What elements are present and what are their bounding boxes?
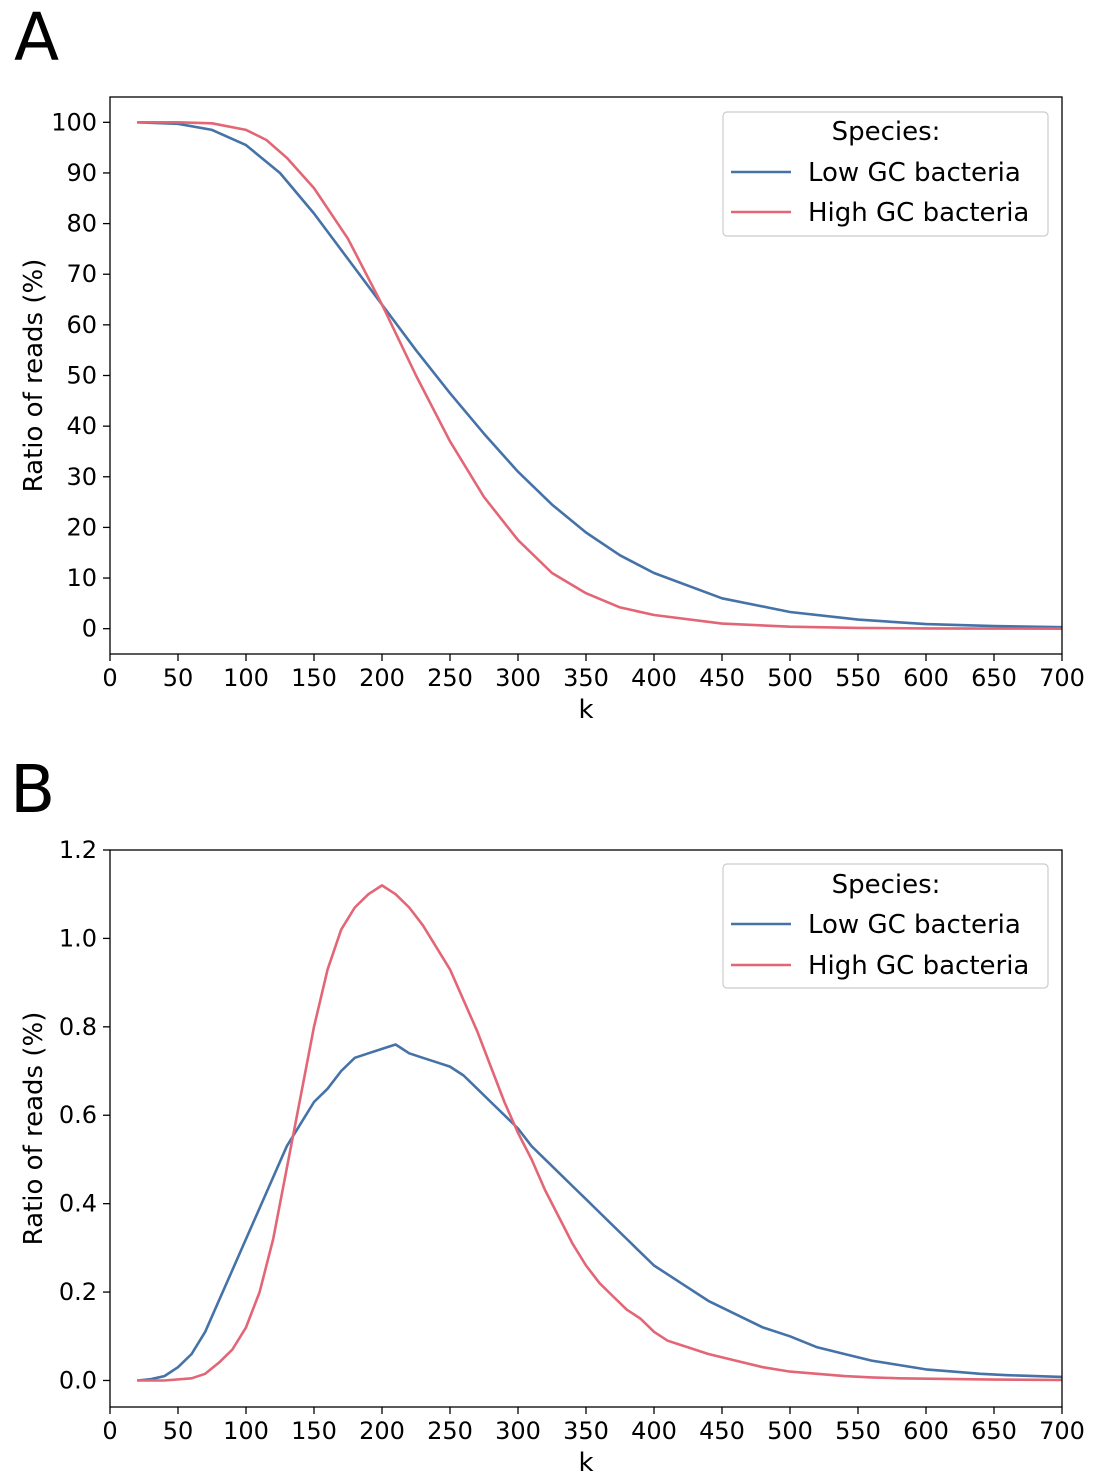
x-tick-label-a: 100 (223, 664, 269, 692)
x-tick-label-b: 50 (163, 1417, 194, 1445)
panel-b: B 0 50 100 150 200 250 300 350 400 450 500 550 600 65… (10, 751, 1085, 1477)
legend-label-low-gc-a: Low GC bacteria (808, 158, 1021, 188)
x-tick-label-b: 450 (699, 1417, 745, 1445)
y-tick-label-a: 50 (66, 362, 97, 390)
panel-a: A 0 50 100 150 200 250 300 350 400 450 500 550 600 65… (14, 0, 1085, 725)
y-tick-label-a: 80 (66, 210, 97, 238)
x-tick-label-a: 550 (835, 664, 881, 692)
x-tick-label-b: 700 (1039, 1417, 1085, 1445)
x-axis-label-b: k (578, 1448, 593, 1477)
x-tick-label-b: 350 (563, 1417, 609, 1445)
legend-label-high-gc-a: High GC bacteria (808, 198, 1029, 228)
y-tick-label-a: 40 (66, 412, 97, 440)
y-tick-label-a: 20 (66, 513, 97, 541)
y-tick-label-b: 0.2 (59, 1278, 97, 1306)
x-tick-label-b: 200 (359, 1417, 405, 1445)
y-tick-label-b: 0.6 (59, 1101, 97, 1129)
x-tick-label-a: 200 (359, 664, 405, 692)
y-tick-label-b: 0.0 (59, 1366, 97, 1394)
x-tick-label-b: 100 (223, 1417, 269, 1445)
x-tick-label-a: 300 (495, 664, 541, 692)
x-tick-label-a: 0 (102, 664, 117, 692)
x-tick-label-a: 50 (163, 664, 194, 692)
x-tick-label-a: 150 (291, 664, 337, 692)
plot-area-b: 0 50 100 150 200 250 300 350 400 450 500 550 600 650 7… (19, 836, 1085, 1477)
plot-area-a: 0 50 100 150 200 250 300 350 400 450 500 550 600 650 7… (19, 96, 1085, 725)
x-tick-label-a: 250 (427, 664, 473, 692)
legend-title-b: Species: (832, 870, 941, 900)
legend-label-high-gc-b: High GC bacteria (808, 951, 1029, 981)
y-tick-label-a: 90 (66, 159, 97, 187)
panel-letter-a: A (14, 0, 59, 76)
series-line-high-gc-b (137, 884, 1063, 1382)
x-tick-label-b: 550 (835, 1417, 881, 1445)
legend-frame-b (722, 863, 1049, 989)
legend-a: Species: Low GC bacteria High GC bacteri… (722, 111, 1049, 237)
x-tick-label-a: 450 (699, 664, 745, 692)
series-line-low-gc-b (137, 1043, 1063, 1382)
series-line-high-gc-a (137, 121, 1063, 631)
y-tick-label-b: 1.2 (59, 836, 97, 864)
x-tick-label-b: 150 (291, 1417, 337, 1445)
y-tick-label-b: 1.0 (59, 924, 97, 952)
series-line-low-gc-a (137, 121, 1063, 629)
y-tick-label-b: 0.8 (59, 1013, 97, 1041)
x-tick-label-a: 350 (563, 664, 609, 692)
x-tick-label-a: 700 (1039, 664, 1085, 692)
y-tick-label-a: 0 (82, 615, 97, 643)
x-tick-label-b: 400 (631, 1417, 677, 1445)
x-tick-label-a: 400 (631, 664, 677, 692)
y-tick-label-a: 100 (51, 108, 97, 136)
y-tick-label-a: 10 (66, 564, 97, 592)
x-tick-label-b: 500 (767, 1417, 813, 1445)
panel-letter-b: B (10, 751, 55, 828)
y-tick-label-b: 0.4 (59, 1190, 97, 1218)
x-tick-label-b: 250 (427, 1417, 473, 1445)
legend-b: Species: Low GC bacteria High GC bacteri… (722, 863, 1049, 989)
legend-frame-a (722, 111, 1049, 237)
y-axis-label-a: Ratio of reads (%) (19, 259, 49, 493)
legend-label-low-gc-b: Low GC bacteria (808, 910, 1021, 940)
x-tick-label-b: 0 (102, 1417, 117, 1445)
x-tick-label-b: 650 (971, 1417, 1017, 1445)
x-tick-label-b: 600 (903, 1417, 949, 1445)
x-tick-label-a: 500 (767, 664, 813, 692)
x-tick-label-b: 300 (495, 1417, 541, 1445)
y-axis-label-b: Ratio of reads (%) (19, 1012, 49, 1246)
x-tick-label-a: 600 (903, 664, 949, 692)
y-tick-label-a: 30 (66, 463, 97, 491)
legend-title-a: Species: (832, 117, 941, 147)
x-axis-label-a: k (578, 695, 593, 725)
x-tick-label-a: 650 (971, 664, 1017, 692)
y-tick-label-a: 60 (66, 311, 97, 339)
y-tick-label-a: 70 (66, 260, 97, 288)
